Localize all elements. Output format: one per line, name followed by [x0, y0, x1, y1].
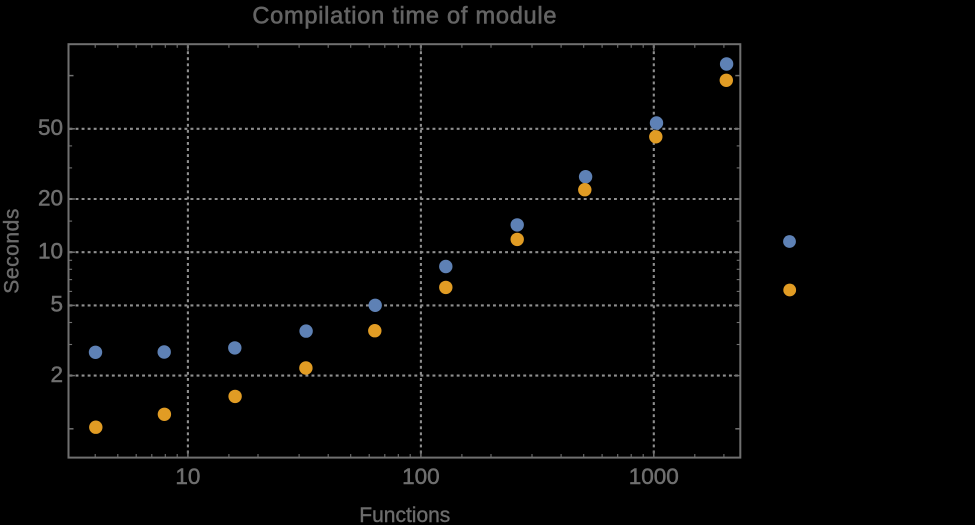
svg-text:100: 100	[402, 464, 440, 489]
svg-text:20: 20	[38, 185, 63, 210]
svg-text:10: 10	[38, 239, 63, 264]
svg-text:Functions: Functions	[359, 504, 450, 525]
svg-text:1000: 1000	[629, 464, 679, 489]
svg-text:10: 10	[175, 464, 200, 489]
svg-text:2: 2	[50, 362, 63, 387]
svg-text:Compilation time of module: Compilation time of module	[252, 4, 557, 30]
svg-text:5: 5	[50, 292, 63, 317]
svg-text:50: 50	[38, 115, 63, 140]
svg-text:Seconds: Seconds	[1, 208, 24, 294]
